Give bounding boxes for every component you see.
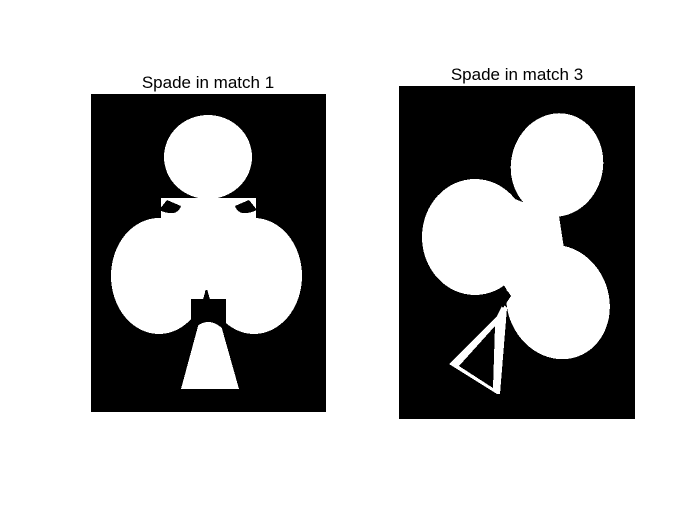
club-center-join — [483, 196, 569, 296]
club-top-lobe — [510, 113, 604, 217]
club-notch-top-right — [235, 200, 257, 214]
club-top-lobe — [164, 115, 252, 199]
panel-title: Spade in match 1 — [141, 73, 275, 92]
panel-title: Spade in match 3 — [450, 65, 584, 84]
club-center-join — [161, 198, 256, 290]
club-suit-rotated-icon — [399, 86, 635, 419]
club-notch-top-left — [159, 200, 181, 214]
club-stem-hollow — [459, 326, 495, 388]
club-notch-bottom — [191, 299, 226, 332]
club-stem — [181, 304, 239, 389]
club-notch-left — [495, 289, 511, 308]
club-suit-icon — [91, 94, 326, 412]
